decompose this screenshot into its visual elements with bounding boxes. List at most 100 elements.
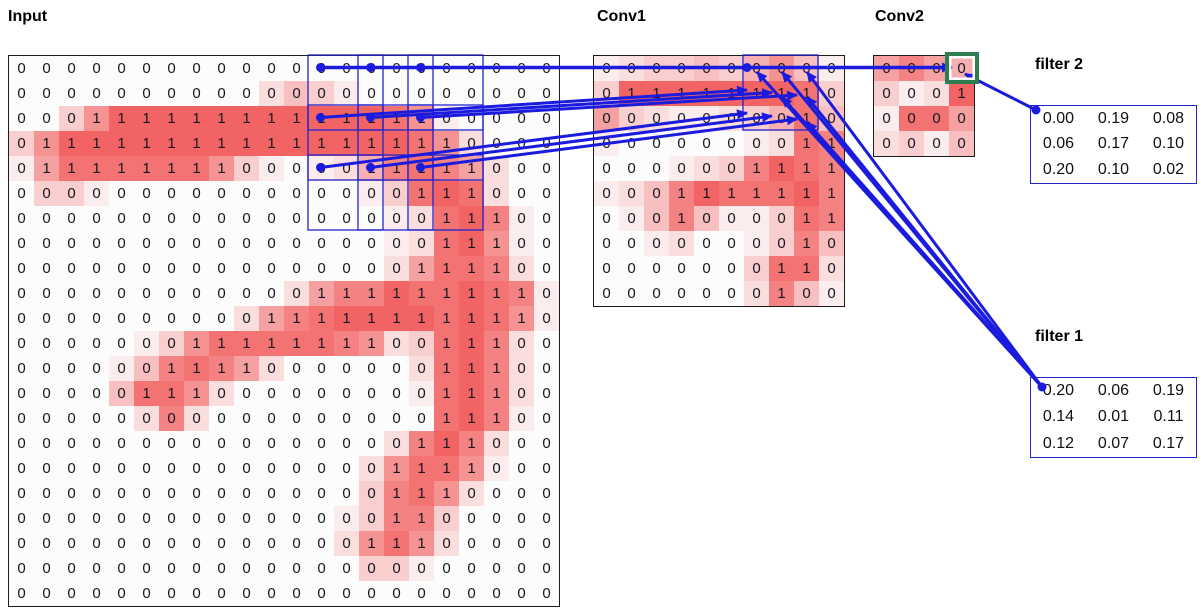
conv1-grid-cell: 0: [644, 206, 669, 231]
conv1-grid-cell: 0: [619, 231, 644, 256]
input-grid-cell: 0: [384, 406, 409, 431]
input-grid-cell: 0: [159, 81, 184, 106]
input-grid-cell: 0: [534, 256, 559, 281]
conv1-grid-cell: 0: [819, 106, 844, 131]
conv1-grid-cell: 0: [694, 281, 719, 306]
input-grid-cell: 1: [409, 506, 434, 531]
conv1-grid-cell: 0: [819, 81, 844, 106]
input-grid-cell: 1: [484, 281, 509, 306]
conv1-grid-cell: 1: [669, 81, 694, 106]
input-grid-cell: 0: [259, 356, 284, 381]
conv1-grid-cell: 0: [719, 281, 744, 306]
conv1-grid-cell: 0: [719, 206, 744, 231]
conv2-grid-cell: 0: [874, 56, 899, 81]
conv1-grid-cell: 1: [694, 181, 719, 206]
input-grid-cell: 0: [534, 431, 559, 456]
input-grid-cell: 0: [384, 431, 409, 456]
input-grid-cell: 0: [209, 381, 234, 406]
input-grid-cell: 1: [309, 106, 334, 131]
input-grid-cell: 0: [84, 356, 109, 381]
input-grid-cell: 0: [34, 56, 59, 81]
input-grid-cell: 0: [84, 506, 109, 531]
input-grid-cell: 0: [159, 556, 184, 581]
conv1-grid-cell: 1: [769, 256, 794, 281]
input-grid-cell: 0: [184, 206, 209, 231]
input-grid-cell: 0: [159, 331, 184, 356]
input-grid-cell: 0: [9, 56, 34, 81]
conv1-grid-cell: 0: [669, 231, 694, 256]
input-grid-cell: 0: [209, 281, 234, 306]
conv1-grid-cell: 0: [619, 206, 644, 231]
input-grid-cell: 0: [59, 456, 84, 481]
conv2-grid-cell: 0: [924, 81, 949, 106]
input-label: Input: [8, 8, 48, 25]
input-grid-cell: 0: [209, 431, 234, 456]
input-grid-cell: 0: [34, 181, 59, 206]
filter-value: 0.20: [1042, 382, 1075, 400]
input-grid-cell: 0: [284, 381, 309, 406]
input-grid-cell: 0: [384, 181, 409, 206]
input-grid-cell: 0: [34, 281, 59, 306]
input-grid-cell: 0: [409, 581, 434, 606]
filter-value: 0.17: [1152, 434, 1185, 452]
input-grid-cell: 0: [259, 481, 284, 506]
input-grid-cell: 0: [184, 281, 209, 306]
conv1-grid-cell: 0: [594, 131, 619, 156]
conv1-grid-cell: 0: [694, 56, 719, 81]
input-grid-cell: 0: [434, 531, 459, 556]
input-grid-cell: 0: [59, 206, 84, 231]
input-grid-cell: 1: [384, 106, 409, 131]
conv1-grid-cell: 0: [694, 231, 719, 256]
input-grid-cell: 0: [109, 206, 134, 231]
input-grid-cell: 0: [259, 181, 284, 206]
conv1-grid-cell: 0: [744, 131, 769, 156]
conv1-grid-cell: 0: [744, 106, 769, 131]
input-grid-cell: 0: [209, 481, 234, 506]
input-grid-cell: 0: [384, 556, 409, 581]
input-grid-cell: 0: [259, 381, 284, 406]
input-grid-cell: 0: [184, 81, 209, 106]
input-grid-cell: 0: [509, 181, 534, 206]
input-grid-cell: 0: [309, 406, 334, 431]
input-grid-cell: 1: [434, 456, 459, 481]
input-grid-cell: 0: [384, 56, 409, 81]
input-grid-cell: 0: [184, 556, 209, 581]
input-grid-cell: 0: [259, 206, 284, 231]
conv1-grid-cell: 0: [769, 206, 794, 231]
input-grid-cell: 0: [234, 556, 259, 581]
input-grid-cell: 0: [234, 256, 259, 281]
conv1-grid-cell: 1: [744, 81, 769, 106]
input-grid-cell: 0: [234, 431, 259, 456]
input-grid-cell: 1: [409, 156, 434, 181]
input-grid-cell: 0: [509, 356, 534, 381]
conv1-label: Conv1: [597, 8, 646, 25]
input-grid-cell: 0: [9, 481, 34, 506]
input-grid-cell: 0: [59, 406, 84, 431]
input-grid-cell: 0: [59, 531, 84, 556]
filter-value: 0.10: [1152, 135, 1185, 153]
conv1-grid-cell: 1: [794, 206, 819, 231]
input-grid-cell: 0: [59, 306, 84, 331]
input-grid-cell: 0: [109, 356, 134, 381]
input-grid-cell: 0: [9, 81, 34, 106]
input-grid-cell: 0: [509, 556, 534, 581]
input-grid-cell: 0: [359, 356, 384, 381]
input-grid-cell: 0: [459, 481, 484, 506]
input-grid-cell: 0: [184, 456, 209, 481]
input-grid-cell: 0: [359, 181, 384, 206]
input-grid-cell: 0: [534, 156, 559, 181]
input-grid-cell: 0: [134, 206, 159, 231]
input-grid-cell: 0: [84, 231, 109, 256]
input-grid-cell: 0: [484, 456, 509, 481]
input-grid-cell: 0: [359, 506, 384, 531]
input-grid-cell: 0: [184, 581, 209, 606]
input-grid-cell: 0: [34, 456, 59, 481]
input-grid-cell: 1: [409, 181, 434, 206]
conv1-grid-cell: 0: [769, 231, 794, 256]
conv1-grid-cell: 1: [794, 181, 819, 206]
filter-value: 0.06: [1097, 382, 1130, 400]
input-grid-cell: 0: [284, 481, 309, 506]
input-grid-cell: 0: [334, 156, 359, 181]
input-grid-cell: 0: [234, 481, 259, 506]
input-grid-cell: 0: [184, 231, 209, 256]
